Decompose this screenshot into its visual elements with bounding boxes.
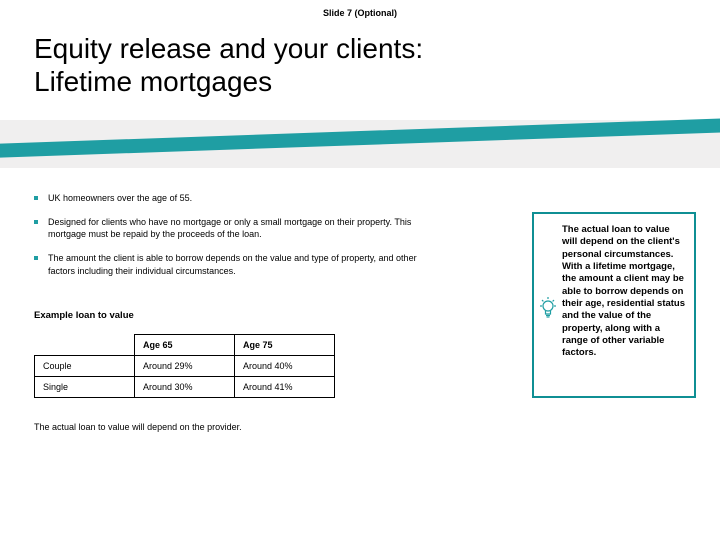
bullet-item: UK homeowners over the age of 55. — [34, 192, 434, 204]
table-footnote: The actual loan to value will depend on … — [34, 422, 242, 432]
table-cell: Around 30% — [135, 377, 235, 398]
example-label: Example loan to value — [34, 310, 134, 321]
table-header-age65: Age 65 — [135, 335, 235, 356]
slide: Slide 7 (Optional) Equity release and yo… — [0, 0, 720, 540]
bullet-item: The amount the client is able to borrow … — [34, 252, 434, 276]
callout-box: The actual loan to value will depend on … — [532, 212, 696, 398]
table-cell: Single — [35, 377, 135, 398]
table-cell: Around 29% — [135, 356, 235, 377]
table-header-blank — [35, 335, 135, 356]
table-header-age75: Age 75 — [235, 335, 335, 356]
table-header-row: Age 65 Age 75 — [35, 335, 335, 356]
table-cell: Couple — [35, 356, 135, 377]
slide-number-label: Slide 7 (Optional) — [0, 8, 720, 18]
bullet-item: Designed for clients who have no mortgag… — [34, 216, 434, 240]
bullet-list: UK homeowners over the age of 55. Design… — [34, 192, 434, 289]
lightbulb-icon — [538, 296, 558, 322]
table-cell: Around 41% — [235, 377, 335, 398]
callout-text: The actual loan to value will depend on … — [562, 224, 686, 360]
table-row: Couple Around 29% Around 40% — [35, 356, 335, 377]
slide-title: Equity release and your clients: Lifetim… — [34, 32, 454, 98]
table-row: Single Around 30% Around 41% — [35, 377, 335, 398]
loan-to-value-table: Age 65 Age 75 Couple Around 29% Around 4… — [34, 334, 335, 398]
table-cell: Around 40% — [235, 356, 335, 377]
